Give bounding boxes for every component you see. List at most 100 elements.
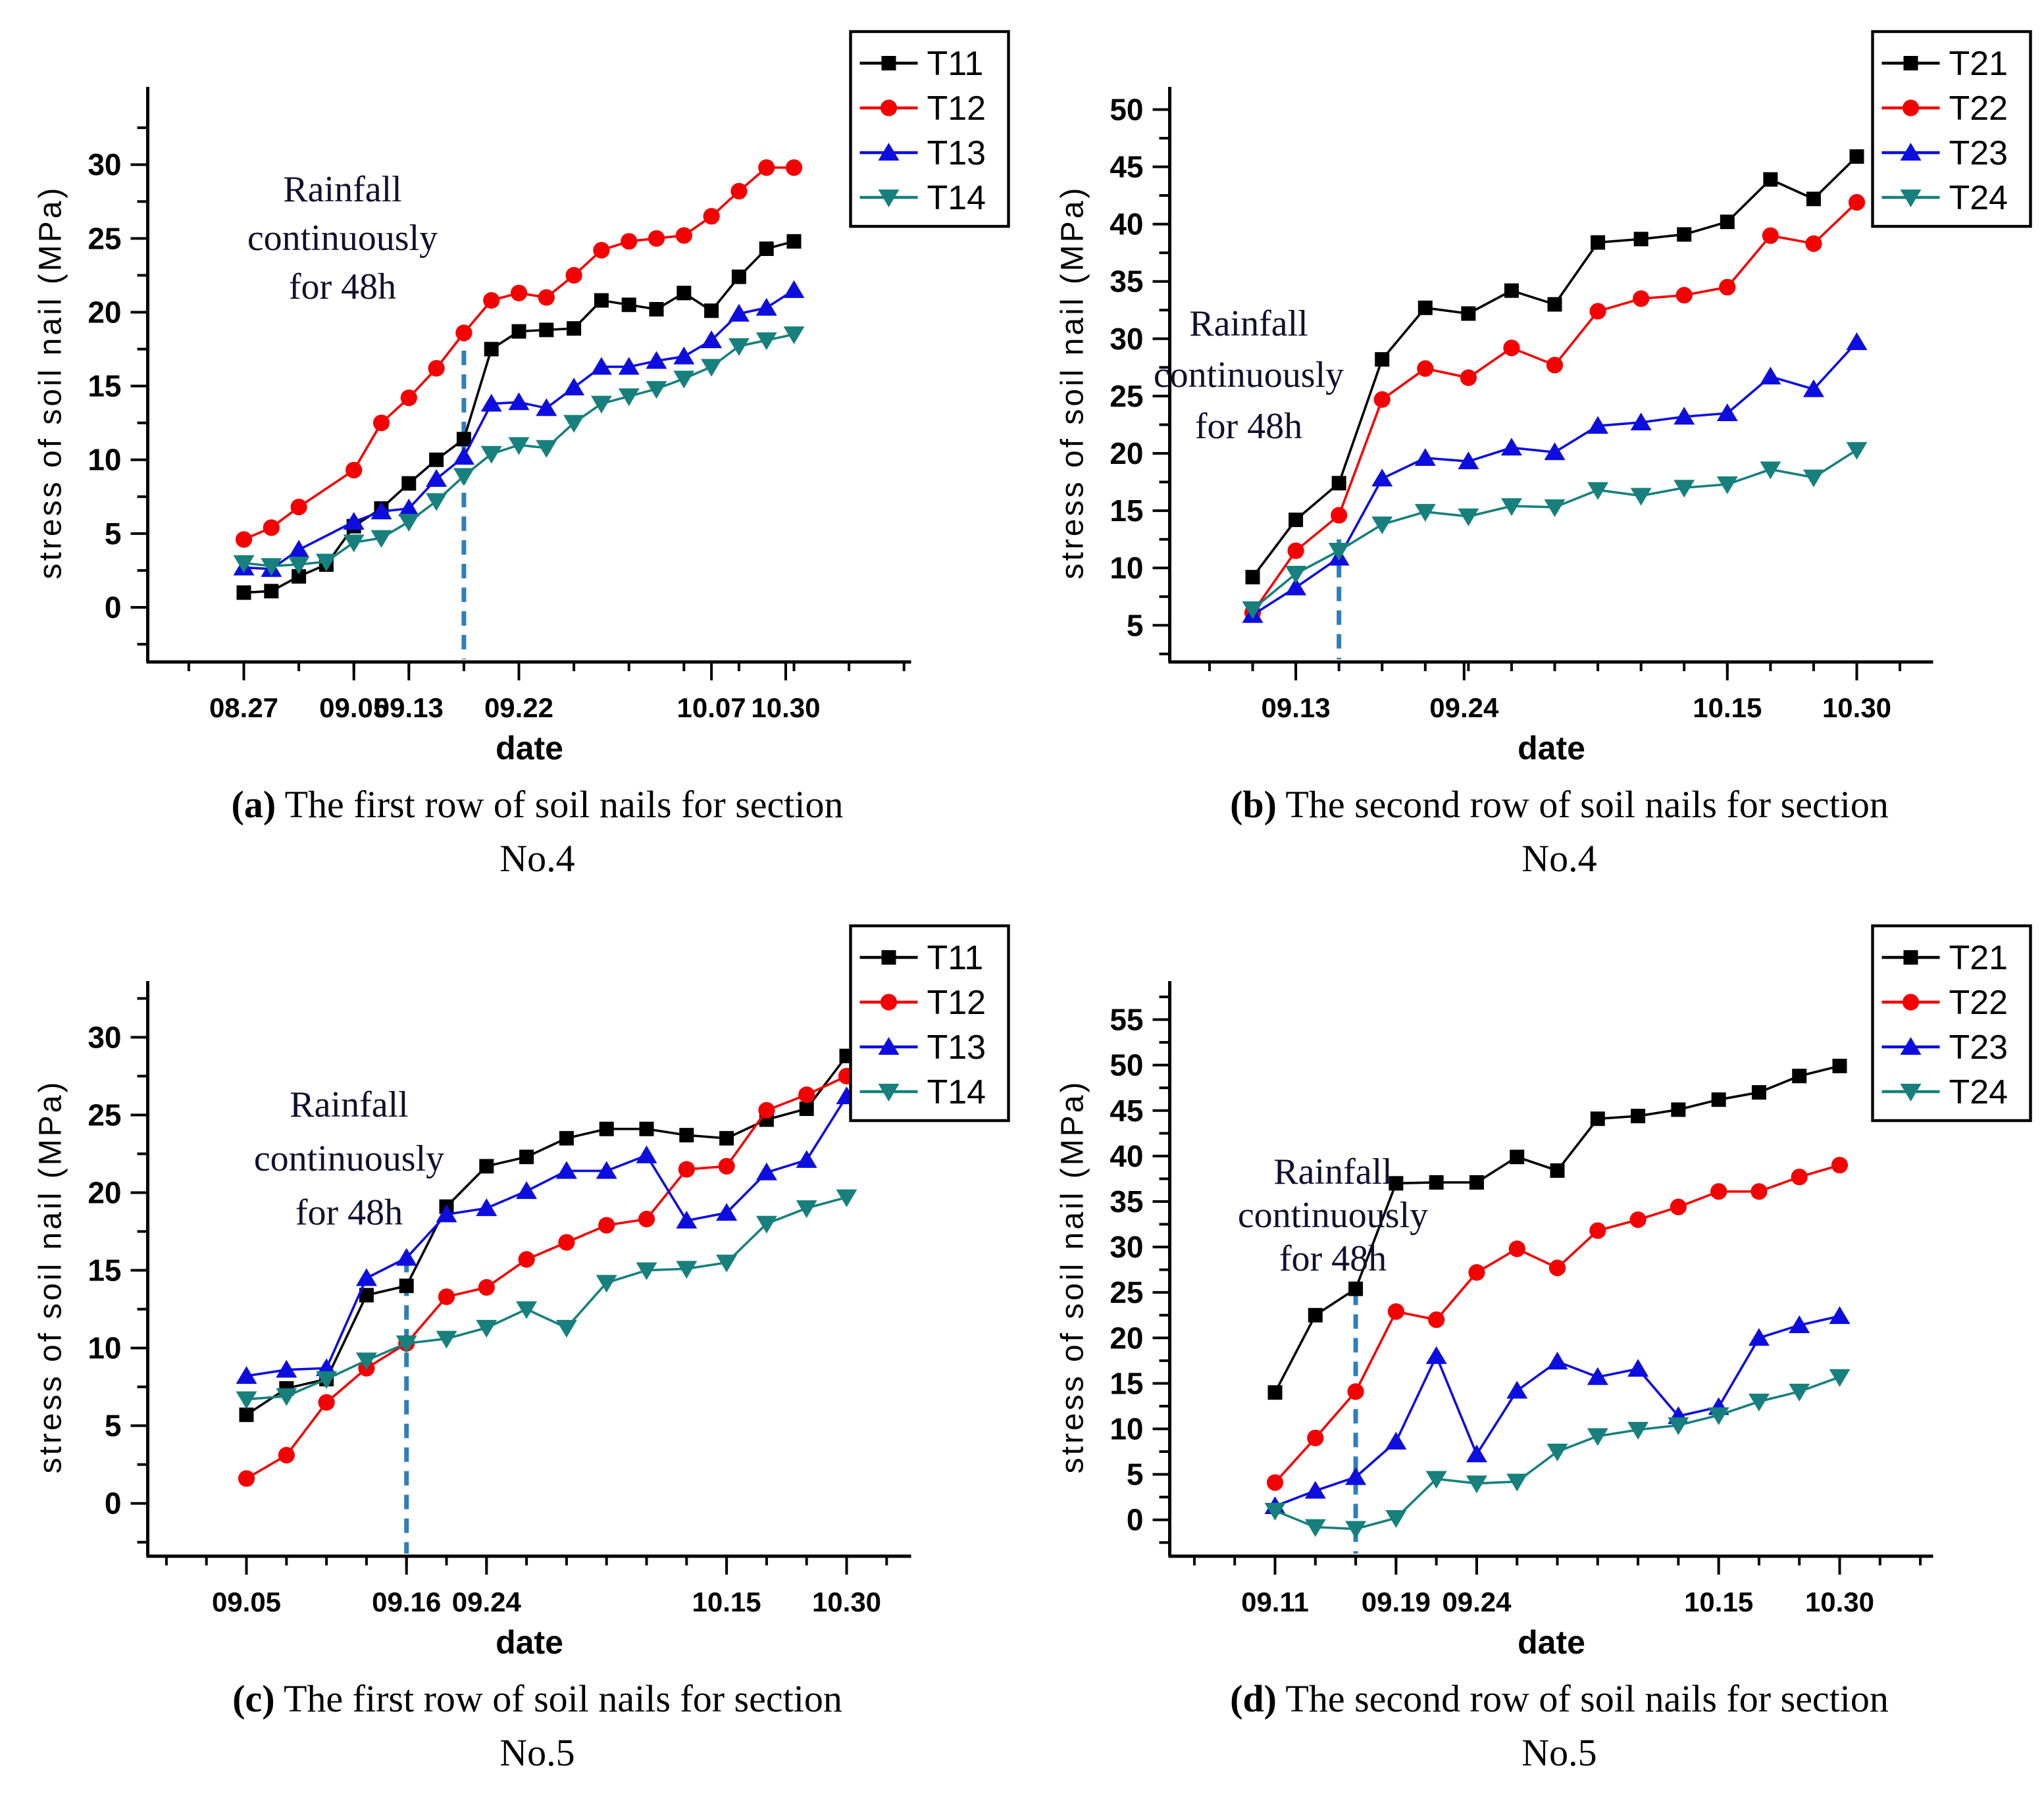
ticks <box>130 997 888 1575</box>
data-point-T11 <box>594 293 609 308</box>
data-point-T12 <box>703 208 720 225</box>
legend-marker-T11 <box>881 56 896 70</box>
data-point-T14 <box>636 1262 657 1280</box>
annotation-line: continuously <box>1238 1195 1428 1236</box>
y-tick-label: 55 <box>1110 1003 1143 1037</box>
x-tick-label: 09.05 <box>319 692 388 723</box>
legend-label-T22: T22 <box>1949 984 2008 1022</box>
data-point-T22 <box>1750 1183 1768 1200</box>
data-point-T22 <box>1347 1383 1364 1400</box>
data-point-T21 <box>1418 300 1433 315</box>
legend-marker-T13 <box>878 143 900 161</box>
data-point-T14 <box>436 1330 457 1349</box>
data-point-T14 <box>355 1352 377 1371</box>
data-point-T21 <box>1671 1102 1686 1117</box>
data-point-T23 <box>1304 1481 1326 1499</box>
y-tick-label: 35 <box>1110 1184 1143 1219</box>
annotation-line: Rainfall <box>1273 1152 1392 1192</box>
chart-c-canvas: 0 5 10 15 20 25 30 09.05 09.16 09.24 10.15 10.30 dat… <box>34 924 1010 1661</box>
axes <box>146 87 911 664</box>
data-point-T21 <box>1308 1307 1323 1323</box>
data-point-T11 <box>519 1150 534 1165</box>
legend-label-T14: T14 <box>927 1073 986 1111</box>
caption-c-line1: (c) The first row of soil nails for sect… <box>26 1672 1048 1726</box>
data-point-T13 <box>755 297 777 316</box>
ticks <box>1152 108 1902 680</box>
data-point-T24 <box>1414 503 1436 522</box>
data-point-T11 <box>704 303 719 318</box>
data-point-T11 <box>292 569 307 584</box>
y-axis-label: stress of soil nail (MPa) <box>34 1080 68 1474</box>
legend-marker-T22 <box>1902 994 1920 1011</box>
legend-marker-T22 <box>1902 99 1920 116</box>
legend-label-T23: T23 <box>1949 1028 2008 1067</box>
data-point-T12 <box>345 461 363 479</box>
caption-b-prefix: (b) <box>1230 783 1277 826</box>
data-point-T21 <box>1389 1176 1404 1191</box>
y-tick-label: 10 <box>88 1331 121 1365</box>
data-point-T22 <box>1805 235 1822 252</box>
data-point-T12 <box>518 1251 535 1268</box>
data-point-T12 <box>478 1279 495 1296</box>
data-point-T22 <box>1719 278 1736 296</box>
legend-marker-T23 <box>1900 1037 1922 1055</box>
data-point-T24 <box>1668 1417 1689 1435</box>
y-tick-label: 30 <box>1110 322 1143 356</box>
data-point-T11 <box>479 1159 494 1174</box>
legend-box <box>849 924 1010 1123</box>
data-point-T13 <box>636 1145 657 1163</box>
data-point-T14 <box>618 388 640 407</box>
series-T22 <box>1266 1157 1849 1491</box>
data-point-T11 <box>679 1128 694 1143</box>
caption-c-prefix: (c) <box>232 1677 275 1720</box>
x-tick-label: 09.13 <box>374 692 444 723</box>
data-point-T21 <box>1763 172 1778 187</box>
data-point-T21 <box>1792 1069 1807 1084</box>
data-point-T21 <box>1751 1085 1766 1100</box>
legend: T21 T22 T23 T24 <box>1871 30 2032 228</box>
data-point-T24 <box>1587 1428 1608 1446</box>
data-point-T11 <box>567 321 582 336</box>
legend-label-T21: T21 <box>1949 45 2008 83</box>
data-point-T23 <box>1802 379 1824 397</box>
data-point-T12 <box>675 227 692 244</box>
data-point-T21 <box>1720 215 1735 230</box>
legend: T11 T12 T13 T14 <box>849 30 1010 228</box>
chart-d-canvas: 0 5 10 15 20 25 30 35 40 45 50 55 09.11 09.19 09.24 10.… <box>1056 924 2032 1661</box>
legend-label-T13: T13 <box>927 1028 986 1067</box>
x-tick-label: 09.22 <box>484 692 553 723</box>
x-axis-label: date <box>1518 730 1585 767</box>
data-point-T12 <box>438 1288 455 1305</box>
legend-marker-T24 <box>1900 190 1922 207</box>
legend-label-T14: T14 <box>927 179 986 217</box>
data-point-T11 <box>511 324 526 339</box>
data-point-T14 <box>480 445 502 464</box>
annotation-line: for 48h <box>295 1192 403 1233</box>
data-point-T24 <box>1829 1369 1851 1387</box>
legend: T21 T22 T23 T24 <box>1871 924 2032 1123</box>
data-point-T13 <box>396 1248 417 1266</box>
data-point-T13 <box>590 357 612 375</box>
data-point-T13 <box>783 280 805 298</box>
data-point-T12 <box>718 1157 735 1175</box>
series-T21 <box>1245 149 1864 585</box>
data-point-T14 <box>370 530 392 548</box>
data-point-T12 <box>798 1086 815 1103</box>
x-tick-label: 10.30 <box>1822 692 1891 723</box>
data-point-T23 <box>1789 1315 1810 1333</box>
data-point-T14 <box>590 395 612 414</box>
data-point-T14 <box>673 370 695 389</box>
data-point-T13 <box>453 447 474 465</box>
data-point-T23 <box>1587 416 1609 434</box>
data-point-T24 <box>1304 1519 1326 1537</box>
legend-label-T11: T11 <box>927 45 984 83</box>
y-tick-label: 40 <box>1110 1139 1143 1173</box>
data-point-T23 <box>1458 451 1479 470</box>
data-point-T24 <box>1627 1421 1649 1440</box>
data-point-T14 <box>728 338 750 357</box>
data-point-T12 <box>428 360 445 377</box>
data-point-T14 <box>398 513 420 532</box>
caption-d-line2: No.5 <box>1521 1731 1597 1774</box>
caption-c-line2: No.5 <box>499 1731 575 1774</box>
data-point-T24 <box>1264 1502 1286 1521</box>
